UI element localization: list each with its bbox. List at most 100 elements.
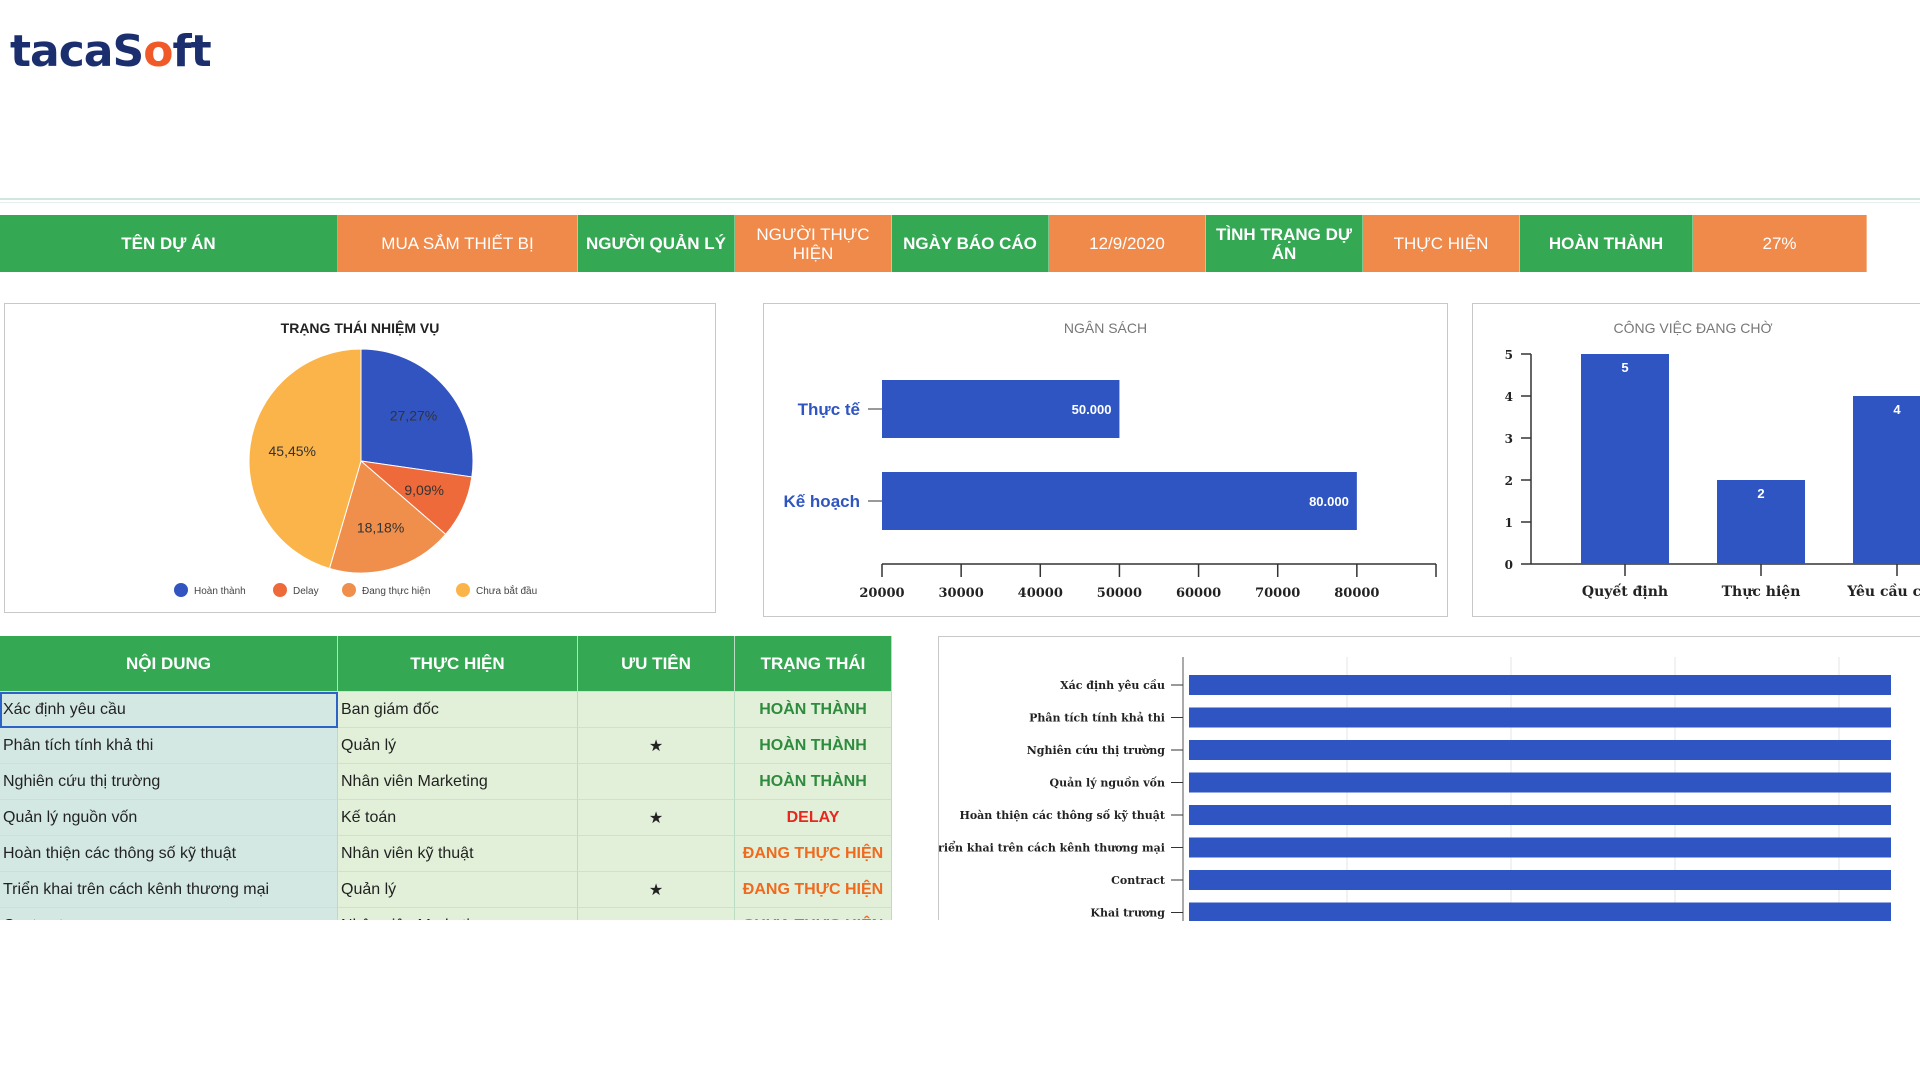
cell-content[interactable]: Triển khai trên cách kênh thương mại bbox=[0, 872, 338, 908]
cell-by[interactable]: Kế toán bbox=[338, 800, 578, 836]
cell-by[interactable]: Ban giám đốc bbox=[338, 692, 578, 728]
header-cell[interactable]: 27% bbox=[1693, 215, 1867, 272]
pie-slice bbox=[248, 348, 362, 570]
budget-category-label: Thực tế bbox=[798, 400, 861, 419]
divider bbox=[0, 202, 1920, 203]
cell-status[interactable]: HOÀN THÀNH bbox=[735, 728, 892, 764]
task-status-title: TRẠNG THÁI NHIỆM VỤ bbox=[280, 320, 440, 336]
legend-label: Hoàn thành bbox=[194, 586, 246, 597]
cell-priority[interactable] bbox=[578, 692, 735, 728]
gantt-category-label: Xác định yêu cầu bbox=[1060, 679, 1165, 692]
pending-x-tick-label: Yêu cầu chín bbox=[1846, 583, 1920, 600]
header-cell[interactable]: NGƯỜI QUẢN LÝ bbox=[578, 215, 735, 272]
pending-work-bar-chart: 0 1 2 3 4 5 5 Quyết định 2 Thực hiện 4 Yêu cầu chín bbox=[1505, 348, 1920, 600]
table-row[interactable]: Nghiên cứu thị trường Nhân viên Marketing… bbox=[0, 764, 892, 800]
gantt-bar bbox=[1189, 707, 1891, 728]
header-cell[interactable]: MUA SẮM THIẾT BỊ bbox=[338, 215, 578, 272]
budget-bar-chart: Thực tế 50.000 Kế hoạch 80.000 20000 30000 400… bbox=[783, 380, 1437, 601]
gantt-category-label: Hoàn thiện các thông số kỹ thuật bbox=[959, 809, 1165, 822]
header-cell[interactable]: HOÀN THÀNH bbox=[1520, 215, 1693, 272]
cell-by[interactable]: Nhân viên kỹ thuật bbox=[338, 836, 578, 872]
table-row[interactable]: Xác định yêu cầu Ban giám đốc HOÀN THÀNH bbox=[0, 692, 892, 728]
pending-bar bbox=[1581, 354, 1669, 564]
cell-by[interactable]: Quản lý bbox=[338, 728, 578, 764]
gantt-bar bbox=[1189, 805, 1891, 825]
header-cell[interactable]: THỰC HIỆN bbox=[1363, 215, 1520, 272]
budget-bar bbox=[882, 472, 1357, 530]
cell-priority[interactable]: ★ bbox=[578, 872, 735, 908]
header-cell[interactable]: TÊN DỰ ÁN bbox=[0, 215, 338, 272]
col-header-priority[interactable]: ƯU TIÊN bbox=[578, 636, 735, 692]
pending-bar bbox=[1853, 396, 1920, 564]
header-cell[interactable]: NGÀY BÁO CÁO bbox=[892, 215, 1049, 272]
cell-by[interactable]: Nhân viên Marketing bbox=[338, 908, 578, 920]
tacasoft-logo: tacaSoft bbox=[10, 26, 212, 77]
cell-content[interactable]: Contract bbox=[0, 908, 338, 920]
cell-status[interactable]: HOÀN THÀNH bbox=[735, 692, 892, 728]
pending-y-tick-label: 2 bbox=[1505, 474, 1513, 488]
cell-status[interactable]: ĐANG THỰC HIỆN bbox=[735, 836, 892, 872]
budget-card: NGÂN SÁCH Thực tế 50.000 Kế hoạch 80.000 200… bbox=[763, 303, 1448, 617]
gantt-bar bbox=[1189, 740, 1891, 760]
pending-work-card: CÔNG VIỆC ĐANG CHỜ 0 1 2 3 4 5 5 Quyết định 2 Thự… bbox=[1472, 303, 1920, 617]
gantt-bar bbox=[1189, 870, 1891, 890]
task-status-card: TRẠNG THÁI NHIỆM VỤ 27,27% 9,09% 18,18% 45,… bbox=[4, 303, 716, 613]
gantt-bar bbox=[1189, 772, 1891, 793]
header-cell[interactable]: NGƯỜI THỰC HIỆN bbox=[735, 215, 892, 272]
cell-priority[interactable] bbox=[578, 764, 735, 800]
pie-slice-label: 45,45% bbox=[269, 443, 316, 459]
pending-bar bbox=[1717, 480, 1805, 564]
cell-content[interactable]: Phân tích tính khả thi bbox=[0, 728, 338, 764]
task-timeline-card: Xác định yêu cầu Phân tích tính khả thi Ng… bbox=[938, 636, 1920, 921]
pending-x-tick-label: Thực hiện bbox=[1722, 584, 1801, 600]
cell-content[interactable]: Hoàn thiện các thông số kỹ thuật bbox=[0, 836, 338, 872]
table-row[interactable]: Triển khai trên cách kênh thương mại Quản… bbox=[0, 872, 892, 908]
pie-slice bbox=[360, 348, 474, 478]
col-header-content[interactable]: NỘI DUNG bbox=[0, 636, 338, 692]
table-row[interactable]: Hoàn thiện các thông số kỹ thuật Nhân viê… bbox=[0, 836, 892, 872]
pending-y-tick-label: 5 bbox=[1505, 348, 1513, 362]
gantt-bar bbox=[1189, 837, 1891, 858]
header-cell[interactable]: TÌNH TRẠNG DỰ ÁN bbox=[1206, 215, 1363, 272]
cell-status[interactable]: CHƯA THỰC HIỆN bbox=[735, 908, 892, 920]
cell-priority[interactable] bbox=[578, 836, 735, 872]
legend-marker bbox=[174, 583, 188, 597]
project-header-row: TÊN DỰ ÁN MUA SẮM THIẾT BỊ NGƯỜI QUẢN LÝ NG… bbox=[0, 215, 1867, 272]
cell-priority[interactable]: ★ bbox=[578, 728, 735, 764]
table-row[interactable]: ContractNhân viên Marketing CHƯA THỰC HIỆ… bbox=[0, 908, 892, 920]
budget-x-tick-label: 30000 bbox=[939, 586, 984, 601]
budget-value-label: 50.000 bbox=[1072, 402, 1112, 417]
legend-marker bbox=[273, 583, 287, 597]
table-row[interactable]: Phân tích tính khả thi Quản lý ★ HOÀN THÀNH bbox=[0, 728, 892, 764]
cell-by[interactable]: Nhân viên Marketing bbox=[338, 764, 578, 800]
cell-by[interactable]: Quản lý bbox=[338, 872, 578, 908]
header-cell[interactable]: 12/9/2020 bbox=[1049, 215, 1206, 272]
gantt-bar bbox=[1189, 902, 1891, 921]
task-status-pie-chart: 27,27% 9,09% 18,18% 45,45% Hoàn thành Delay Đa… bbox=[174, 348, 537, 597]
gantt-category-label: Khai trương bbox=[1090, 907, 1165, 920]
table-row[interactable]: Quản lý nguồn vốn Kế toán ★ DELAY bbox=[0, 800, 892, 836]
cell-priority[interactable]: ★ bbox=[578, 800, 735, 836]
pending-y-tick-label: 3 bbox=[1505, 432, 1513, 446]
gantt-category-label: Phân tích tính khả thi bbox=[1029, 712, 1165, 725]
pending-y-tick-label: 0 bbox=[1505, 558, 1513, 572]
table-header-row: NỘI DUNG THỰC HIỆN ƯU TIÊN TRẠNG THÁI bbox=[0, 636, 892, 692]
cell-priority[interactable] bbox=[578, 908, 735, 920]
cell-status[interactable]: HOÀN THÀNH bbox=[735, 764, 892, 800]
legend-label: Đang thực hiện bbox=[362, 586, 430, 597]
cell-status[interactable]: DELAY bbox=[735, 800, 892, 836]
gantt-category-label: Quản lý nguồn vốn bbox=[1049, 777, 1165, 790]
pending-value-label: 2 bbox=[1757, 486, 1764, 501]
pending-y-tick-label: 1 bbox=[1505, 516, 1513, 530]
legend-marker bbox=[456, 583, 470, 597]
pie-slice-label: 27,27% bbox=[390, 408, 437, 424]
budget-category-label: Kế hoạch bbox=[783, 492, 860, 511]
task-timeline-chart: Xác định yêu cầu Phân tích tính khả thi Ng… bbox=[939, 657, 1891, 921]
col-header-by[interactable]: THỰC HIỆN bbox=[338, 636, 578, 692]
col-header-status[interactable]: TRẠNG THÁI bbox=[735, 636, 892, 692]
task-table: NỘI DUNG THỰC HIỆN ƯU TIÊN TRẠNG THÁI Xá… bbox=[0, 636, 892, 920]
cell-content[interactable]: Nghiên cứu thị trường bbox=[0, 764, 338, 800]
cell-status[interactable]: ĐANG THỰC HIỆN bbox=[735, 872, 892, 908]
cell-content[interactable]: Xác định yêu cầu bbox=[0, 692, 338, 728]
cell-content[interactable]: Quản lý nguồn vốn bbox=[0, 800, 338, 836]
